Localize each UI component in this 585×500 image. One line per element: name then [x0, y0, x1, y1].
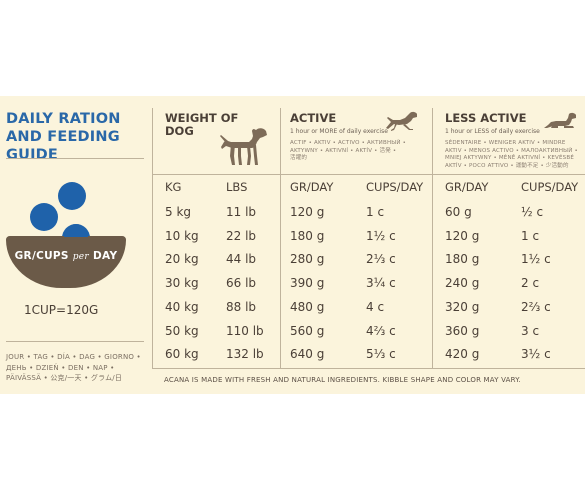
- table-cell: 50 kg: [165, 323, 199, 338]
- table-cell: 3½ c: [521, 347, 551, 362]
- table-cell: 88 lb: [226, 299, 257, 314]
- bowl-icon: GR/CUPS per DAY: [6, 178, 126, 288]
- table-cell: 44 lb: [226, 252, 257, 267]
- table-cell: 180 g: [445, 252, 480, 267]
- table-cell: 2⅔ c: [521, 299, 551, 314]
- col-active-gr: GR/DAY: [290, 180, 334, 194]
- less-lang-line: MNIEJ AKTYWNY • MÉNĚ AKTIVNÍ • KEVÉSBÉ: [445, 155, 575, 161]
- less-active-header: LESS ACTIVE: [445, 111, 527, 125]
- table-cell: 180 g: [290, 228, 325, 243]
- less-lang-line: AKTÍV • POCO ATTIVO • 運動不足 • 少活動的: [445, 162, 569, 169]
- less-active-subtitle: 1 hour or LESS of daily exercise: [445, 128, 540, 135]
- dog-running-icon: [386, 111, 417, 131]
- header-divider: [152, 174, 585, 175]
- day-words-line: PÄIVÄSSÄ • 公克/一天 • グラム/日: [6, 374, 123, 382]
- table-cell: 2 c: [521, 276, 540, 291]
- table-cell: 4 c: [366, 299, 385, 314]
- col-lbs: LBS: [226, 180, 248, 194]
- table-cell: 11 lb: [226, 205, 257, 219]
- day-words-line: JOUR • TAG • DÍA • DAG • GIORNO •: [6, 353, 141, 361]
- table-cell: ½ c: [521, 205, 544, 219]
- weight-header-line: WEIGHT OF: [165, 111, 239, 125]
- day-translations: JOUR • TAG • DÍA • DAG • GIORNO • ДЕНЬ •…: [6, 352, 152, 384]
- table-cell: 22 lb: [226, 228, 257, 243]
- table-cell: 240 g: [445, 276, 480, 291]
- dog-standing-icon: [220, 128, 267, 165]
- weight-header: WEIGHT OF DOG: [165, 112, 238, 138]
- table-cell: 40 kg: [165, 299, 199, 314]
- table-cell: 66 lb: [226, 276, 257, 291]
- active-lang-line: 活躍的: [290, 155, 308, 161]
- col-less-cups: CUPS/DAY: [521, 180, 579, 194]
- column-divider: [152, 108, 153, 368]
- bowl-shape: [6, 236, 126, 288]
- table-cell: 480 g: [290, 299, 325, 314]
- weight-header-line: DOG: [165, 124, 194, 138]
- kibble-icon: [64, 224, 88, 237]
- day-words-line: ДЕНЬ • DZIEŃ • DEN • NAP •: [6, 363, 115, 372]
- bowl-label-b: per: [72, 252, 90, 262]
- table-cell: 110 lb: [226, 323, 264, 338]
- table-cell: 2⅓ c: [366, 252, 396, 267]
- table-cell: 3¼ c: [366, 276, 396, 291]
- guide-title: DAILY RATION AND FEEDING GUIDE: [6, 111, 121, 163]
- kibble-icon: [58, 182, 86, 210]
- table-cell: 5 kg: [165, 205, 192, 219]
- divider: [6, 341, 144, 342]
- dog-lying-icon: [544, 112, 576, 128]
- table-cell: 132 lb: [226, 347, 264, 362]
- active-lang-line: AKTYWNY • AKTIVNÍ • AKTÍV • 活発 •: [290, 147, 397, 154]
- table-cell: 640 g: [290, 347, 325, 362]
- table-cell: 4⅔ c: [366, 323, 396, 338]
- footnote: ACANA IS MADE WITH FRESH AND NATURAL ING…: [164, 376, 521, 384]
- active-subtitle: 1 hour or MORE of daily exercise: [290, 128, 388, 135]
- active-translations: ACTIF • AKTIV • ACTIVO • АКТИВНЫЙ • AKTY…: [290, 140, 406, 163]
- col-kg: KG: [165, 180, 182, 194]
- table-cell: 20 kg: [165, 252, 199, 267]
- footer-divider: [152, 368, 585, 369]
- table-cell: 60 kg: [165, 347, 199, 362]
- table-cell: 120 g: [445, 228, 480, 243]
- kibble-icon: [30, 203, 58, 231]
- table-cell: 420 g: [445, 347, 480, 362]
- table-cell: 560 g: [290, 323, 325, 338]
- table-cell: 5⅓ c: [366, 347, 396, 362]
- table-cell: 280 g: [290, 252, 325, 267]
- table-cell: 30 kg: [165, 276, 199, 291]
- divider: [6, 158, 144, 159]
- col-less-gr: GR/DAY: [445, 180, 489, 194]
- table-cell: 60 g: [445, 205, 472, 219]
- table-cell: 1 c: [521, 228, 540, 243]
- table-cell: 10 kg: [165, 228, 199, 243]
- table-cell: 390 g: [290, 276, 325, 291]
- col-active-cups: CUPS/DAY: [366, 180, 424, 194]
- table-cell: 3 c: [521, 323, 540, 338]
- table-cell: 1½ c: [521, 252, 551, 267]
- feeding-guide-panel: DAILY RATION AND FEEDING GUIDE GR/CUPS p…: [0, 96, 585, 394]
- less-lang-line: AKTIV • MENOS ACTIVO • МАЛОАКТИВНЫЙ •: [445, 147, 578, 154]
- column-divider: [432, 108, 433, 368]
- table-cell: 360 g: [445, 323, 480, 338]
- table-cell: 1½ c: [366, 228, 396, 243]
- cup-conversion: 1CUP=120G: [24, 303, 99, 317]
- active-lang-line: ACTIF • AKTIV • ACTIVO • АКТИВНЫЙ •: [290, 140, 407, 146]
- bowl-label-c: DAY: [93, 250, 118, 262]
- less-lang-line: SÉDENTAIRE • WENIGER AKTIV • MINDRE: [445, 140, 566, 146]
- table-cell: 1 c: [366, 205, 385, 219]
- column-divider: [280, 108, 281, 368]
- bowl-label: GR/CUPS per DAY: [6, 250, 126, 262]
- guide-sidebar: DAILY RATION AND FEEDING GUIDE GR/CUPS p…: [0, 96, 152, 394]
- table-cell: 320 g: [445, 299, 480, 314]
- active-header: ACTIVE: [290, 111, 337, 125]
- bowl-label-a: GR/CUPS: [14, 250, 69, 262]
- less-active-translations: SÉDENTAIRE • WENIGER AKTIV • MINDRE AKTI…: [445, 140, 578, 170]
- table-cell: 120 g: [290, 205, 325, 219]
